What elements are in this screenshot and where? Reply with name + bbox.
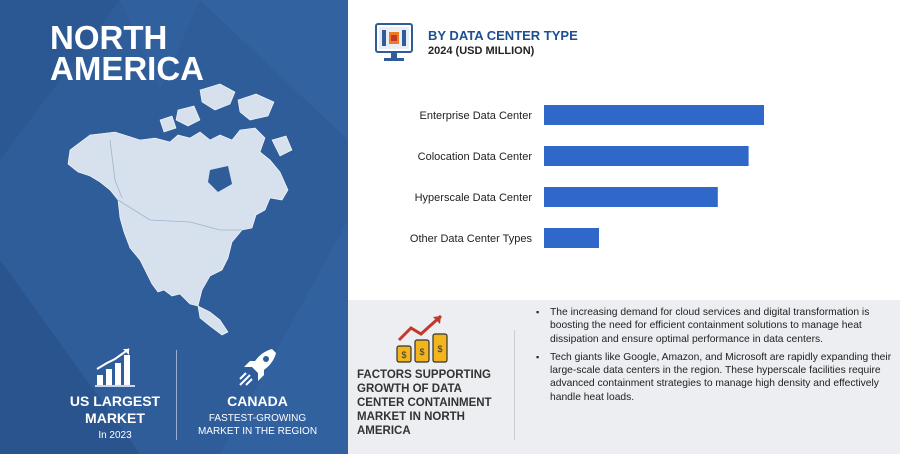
north-america-map [67,83,293,336]
svg-text:$: $ [401,350,406,360]
region-panel: NORTH AMERICA US LARGEST MARKET In 2023 [0,0,348,454]
chart-title: BY DATA CENTER TYPE [428,28,578,43]
rocket-icon [190,345,325,389]
data-center-type-chart: Enterprise Data Center Colocation Data Ce… [410,105,764,248]
factors-list: The increasing demand for cloud services… [536,306,892,409]
factors-title: FACTORS SUPPORTING GROWTH OF DATA CENTER… [357,369,492,437]
chart-header: BY DATA CENTER TYPE 2024 (USD MILLION) [374,22,578,66]
largest-market-stat: US LARGEST MARKET In 2023 [60,345,170,442]
background-pattern [0,0,348,454]
chart-subtitle: 2024 (USD MILLION) [428,45,535,57]
fastest-growing-stat: CANADA FASTEST-GROWING MARKET IN THE REG… [190,345,325,438]
factors-divider [514,330,515,440]
factor-item: The increasing demand for cloud services… [536,306,892,346]
bar [544,187,718,207]
category-label: Hyperscale Data Center [415,192,533,204]
svg-text:$: $ [419,347,424,357]
data-center-monitor-icon [375,23,413,61]
category-label: Colocation Data Center [418,151,533,163]
region-title: NORTH AMERICA [50,19,204,87]
bar [544,146,749,166]
fastest-growing-title: CANADA [227,393,288,409]
stats-divider [176,350,177,440]
coins-growth-icon: $ $ $ [396,314,448,363]
largest-market-title: US LARGEST MARKET [69,393,161,426]
bar-growth-icon [60,345,170,389]
factor-item: Tech giants like Google, Amazon, and Mic… [536,351,892,404]
svg-text:$: $ [437,344,442,354]
largest-market-year: In 2023 [98,430,132,441]
category-label: Other Data Center Types [410,233,533,245]
bar [544,228,599,248]
fastest-growing-sub: FASTEST-GROWING MARKET IN THE REGION [197,413,318,437]
bar [544,105,764,125]
category-label: Enterprise Data Center [420,110,533,122]
